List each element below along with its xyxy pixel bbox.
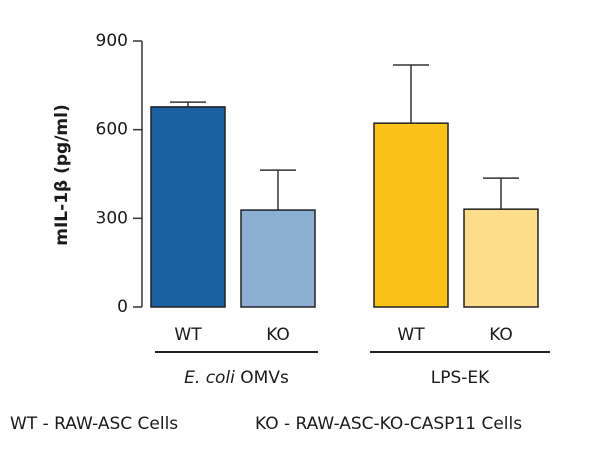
group-label-text: LPS-EK: [431, 368, 490, 388]
group-label-italic: E. coli: [184, 368, 235, 388]
bar: [373, 122, 449, 308]
group-label: E. coli OMVs: [184, 368, 289, 388]
group-label: LPS-EK: [431, 368, 490, 388]
x-tick-label: KO: [266, 325, 290, 345]
y-axis-label: mIL-1β (pg/ml): [52, 104, 72, 245]
y-tick-label: 0: [117, 297, 128, 317]
bar: [240, 209, 316, 308]
x-tick-label: KO: [489, 325, 513, 345]
y-tick-label: 300: [96, 208, 128, 228]
y-tick-label: 900: [96, 31, 128, 51]
footnote: KO - RAW-ASC-KO-CASP11 Cells: [255, 414, 522, 434]
footnote: WT - RAW-ASC Cells: [10, 414, 178, 434]
bar: [150, 106, 226, 308]
x-tick-label: WT: [397, 325, 425, 345]
y-tick-label: 600: [96, 120, 128, 140]
x-tick-label: WT: [174, 325, 202, 345]
bar: [463, 208, 539, 308]
group-label-text: OMVs: [240, 368, 289, 388]
